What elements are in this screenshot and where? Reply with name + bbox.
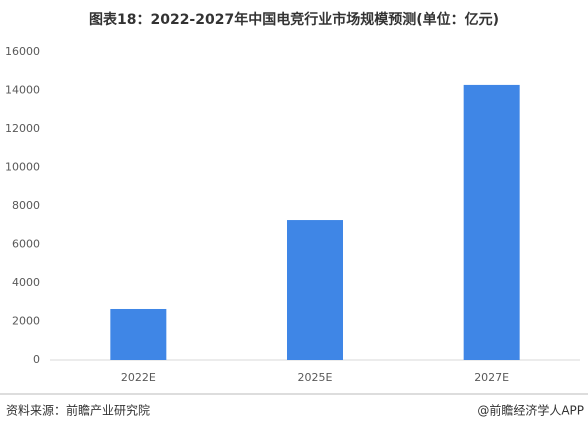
y-tick-label: 16000	[5, 45, 40, 58]
chart-title: 图表18：2022-2027年中国电竞行业市场规模预测(单位：亿元)	[89, 11, 499, 28]
x-tick-label: 2025E	[298, 371, 333, 384]
y-tick-label: 10000	[5, 161, 40, 174]
bar	[287, 220, 343, 360]
y-tick-label: 0	[33, 353, 40, 366]
y-tick-label: 6000	[12, 238, 40, 251]
credit: @前瞻经济学人APP	[477, 403, 584, 418]
source: 资料来源：前瞻产业研究院	[6, 403, 150, 418]
x-tick-label: 2027E	[474, 371, 509, 384]
y-tick-label: 12000	[5, 122, 40, 135]
x-tick-label: 2022E	[121, 371, 156, 384]
bar	[463, 84, 520, 360]
y-tick-label: 14000	[5, 84, 40, 97]
bar	[110, 308, 167, 360]
y-tick-label: 2000	[12, 315, 40, 328]
y-tick-label: 4000	[12, 276, 40, 289]
y-tick-label: 8000	[12, 199, 40, 212]
